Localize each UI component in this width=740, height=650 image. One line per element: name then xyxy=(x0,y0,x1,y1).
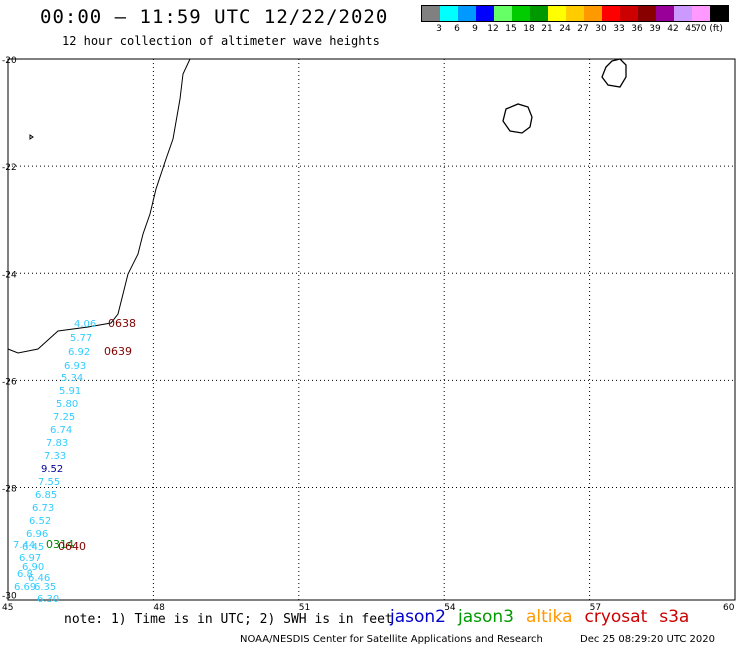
wave-height-label: 6.96 xyxy=(26,529,48,540)
satellite-name: jason2 xyxy=(390,607,446,627)
legend-tick-label: 3 xyxy=(436,24,442,34)
legend-tick-label: 33 xyxy=(613,24,625,34)
legend-swatch xyxy=(566,6,584,21)
wave-height-label: 6.35 xyxy=(34,582,56,593)
wave-height-label: 7.83 xyxy=(46,438,68,449)
legend-swatch xyxy=(638,6,656,21)
altimeter-map: 4.06 0638 5.77 6.92 0639 6.935.34 5.91 5.80 7.25… xyxy=(2,56,736,613)
longitude-label: 57 xyxy=(590,603,601,613)
satellite-name: s3a xyxy=(659,607,690,627)
legend-tick-label: 21 xyxy=(541,24,553,34)
legend-swatch xyxy=(602,6,620,21)
wave-height-label: 9.52 xyxy=(41,464,63,475)
satellite-legend: jason2 jason3 altika cryosat s3a xyxy=(390,607,689,627)
legend-color-bar xyxy=(421,5,729,22)
wave-height-label: 6.52 xyxy=(29,516,51,527)
legend-tick-label: 9 xyxy=(472,24,478,34)
legend-swatch xyxy=(548,6,566,21)
legend-swatch xyxy=(440,6,458,21)
legend-tick-label: 12 xyxy=(487,24,499,34)
legend-tick-label: 15 xyxy=(505,24,517,34)
longitude-label: 51 xyxy=(299,603,310,613)
legend-swatch xyxy=(656,6,674,21)
wave-height-legend: 3 6 9 12 15 18 21 24 27 30 33 36 39 42 45 70 (ft) xyxy=(421,5,740,38)
wave-height-label: 7.25 xyxy=(53,412,75,423)
latitude-label: -24 xyxy=(2,270,17,280)
page-subtitle: 12 hour collection of altimeter wave hei… xyxy=(62,34,380,48)
track-labels: 4.06 0638 5.77 6.92 0639 6.935.34 5.91 5.80 7.25… xyxy=(13,317,136,605)
legend-swatch xyxy=(584,6,602,21)
footer-note: note: 1) Time is in UTC; 2) SWH is in fe… xyxy=(64,612,393,627)
legend-swatch xyxy=(710,6,728,21)
island-small xyxy=(29,134,34,140)
legend-tick-label: 30 xyxy=(595,24,607,34)
wave-height-label: 6.73 xyxy=(32,503,54,514)
map-frame xyxy=(7,58,736,601)
wave-height-label: 7.44 xyxy=(13,540,35,551)
satellite-name: altika xyxy=(526,607,573,627)
wave-height-label: 6.46 xyxy=(28,573,50,584)
wave-height-label: 6.97 xyxy=(19,553,41,564)
wave-height-label: 6.8 xyxy=(17,569,33,580)
legend-tick-label: 70 (ft) xyxy=(695,24,723,34)
legend-swatch xyxy=(422,6,440,21)
longitude-label: 60 xyxy=(723,603,735,613)
credit-text: NOAA/NESDIS Center for Satellite Applica… xyxy=(240,634,543,645)
legend-swatch xyxy=(476,6,494,21)
latitude-label: -30 xyxy=(2,592,17,602)
wave-height-label: 5.77 xyxy=(70,333,92,344)
pass-time-label: 0314 xyxy=(46,538,74,551)
wave-height-label: 6.74 xyxy=(50,425,72,436)
legend-swatch xyxy=(512,6,530,21)
wave-height-label: 4.06 xyxy=(74,319,96,330)
wave-height-label: 6.92 xyxy=(68,347,90,358)
wave-height-label: 5.91 xyxy=(59,386,81,397)
longitude-label: 48 xyxy=(153,603,165,613)
pass-time-label: 0638 xyxy=(108,317,136,330)
legend-swatch xyxy=(458,6,476,21)
madagascar-coastline xyxy=(7,58,191,354)
satellite-name: jason3 xyxy=(458,607,514,627)
legend-swatch xyxy=(620,6,638,21)
wave-height-label: 7.33 xyxy=(44,451,66,462)
longitude-label: 45 xyxy=(2,603,13,613)
latitude-label: -20 xyxy=(2,56,17,66)
legend-swatch xyxy=(530,6,548,21)
satellite-name: cryosat xyxy=(584,607,648,627)
wave-height-label: 6.45 xyxy=(22,542,44,553)
pass-time-label: 0639 xyxy=(104,345,132,358)
latitude-label: -22 xyxy=(2,163,17,173)
wave-height-label: 6.30 xyxy=(37,594,59,605)
wave-height-label: 6.69 xyxy=(14,582,36,593)
legend-tick-label: 42 xyxy=(667,24,679,34)
page-title: 00:00 – 11:59 UTC 12/22/2020 xyxy=(40,6,389,28)
wave-height-label: 5.34 xyxy=(61,373,83,384)
wave-height-label: 5.80 xyxy=(56,399,78,410)
legend-labels: 3 6 9 12 15 18 21 24 27 30 33 36 39 42 45 70 (ft) xyxy=(421,24,740,38)
legend-tick-label: 18 xyxy=(523,24,535,34)
wave-height-label: 6.90 xyxy=(22,562,44,573)
legend-tick-label: 24 xyxy=(559,24,571,34)
generated-timestamp: Dec 25 08:29:20 UTC 2020 xyxy=(580,634,715,645)
mauritius-island xyxy=(601,58,627,88)
legend-swatch xyxy=(674,6,692,21)
legend-tick-label: 36 xyxy=(631,24,643,34)
legend-tick-label: 45 xyxy=(685,24,697,34)
pass-time-label: 0640 xyxy=(58,540,86,553)
legend-swatch xyxy=(692,6,710,21)
wave-height-label: 7.55 xyxy=(38,477,60,488)
wave-height-label: 6.93 xyxy=(64,361,86,372)
legend-swatch xyxy=(494,6,512,21)
latitude-label: -26 xyxy=(2,377,17,387)
longitude-label: 54 xyxy=(444,603,456,613)
legend-tick-label: 27 xyxy=(577,24,589,34)
latitude-label: -28 xyxy=(2,485,17,495)
reunion-island xyxy=(502,103,533,134)
wave-height-label: 6.85 xyxy=(35,490,57,501)
legend-tick-label: 39 xyxy=(649,24,661,34)
legend-tick-label: 6 xyxy=(454,24,460,34)
